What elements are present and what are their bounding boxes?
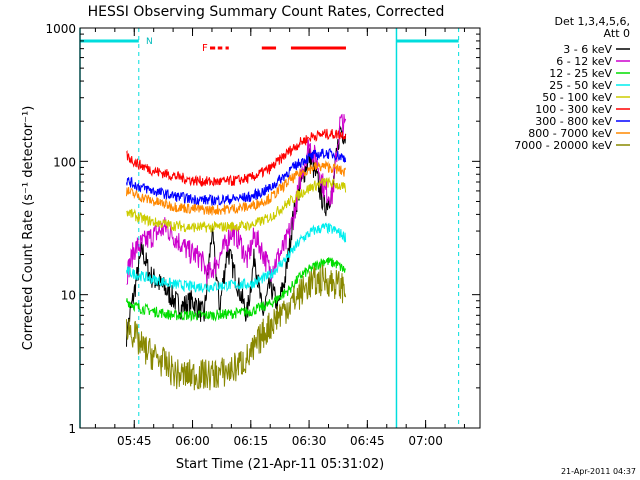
legend-label: 25 - 50 keV (549, 79, 612, 92)
axes: 05:45 06:00 06:15 06:30 06:45 07:00 1 10 100 1000 (45, 22, 481, 448)
series-line (126, 264, 347, 391)
legend-label: 800 - 7000 keV (528, 127, 612, 140)
legend-label: 6 - 12 keV (556, 55, 612, 68)
x-tick-label: 06:30 (292, 434, 327, 448)
series-line (126, 147, 347, 207)
y-tick-label: 1 (68, 422, 76, 436)
flare-label: F (202, 43, 208, 54)
x-tick-label: 06:00 (175, 434, 210, 448)
legend-label: 50 - 100 keV (542, 91, 612, 104)
plot-area: NF (79, 28, 460, 428)
y-axis-label: Corrected Count Rate (s⁻¹ detector⁻¹) (21, 106, 36, 351)
series-line (126, 160, 347, 216)
saa-label: N (146, 37, 153, 47)
series-line (126, 257, 347, 323)
series-line (126, 222, 347, 294)
y-tick-label: 1000 (45, 22, 76, 36)
chart-title: HESSI Observing Summary Count Rates, Cor… (88, 4, 445, 20)
x-tick-label: 07:00 (408, 434, 443, 448)
legend-label: 100 - 300 keV (535, 103, 612, 116)
x-tick-label: 06:15 (234, 434, 269, 448)
x-tick-label: 06:45 (350, 434, 385, 448)
y-tick-label: 100 (53, 155, 76, 169)
series-line (126, 128, 347, 188)
x-axis-label: Start Time (21-Apr-11 05:31:02) (176, 457, 384, 472)
plot-frame (79, 27, 481, 429)
legend-label: 12 - 25 keV (549, 67, 612, 80)
y-tick-label: 10 (61, 289, 76, 303)
series-line (126, 176, 347, 233)
legend-label: 3 - 6 keV (563, 43, 612, 56)
footer-timestamp: 21-Apr-2011 04:37 (561, 467, 636, 476)
legend-title-line-2: Att 0 (604, 27, 630, 40)
x-tick-label: 05:45 (117, 434, 152, 448)
legend-label: 300 - 800 keV (535, 115, 612, 128)
legend-label: 7000 - 20000 keV (514, 139, 612, 152)
legend-title-line-1: Det 1,3,4,5,6, (554, 15, 630, 28)
